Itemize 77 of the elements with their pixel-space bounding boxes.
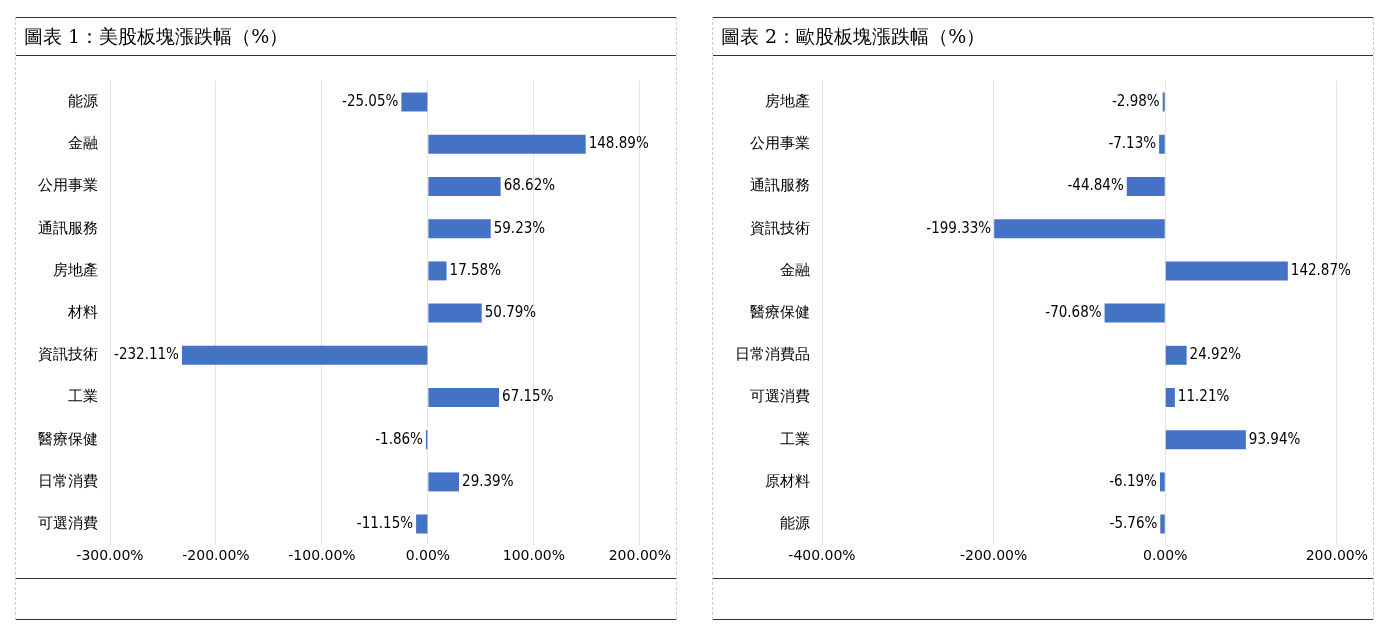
- y-tick-label: 能源: [68, 91, 98, 110]
- bar: [1104, 303, 1165, 323]
- data-label: 17.58%: [449, 260, 502, 279]
- bar: [428, 388, 500, 407]
- data-label: 29.39%: [462, 471, 514, 490]
- data-label: 24.92%: [1189, 345, 1242, 364]
- chart-title: 圖表 2：歐股板塊漲跌幅（%）: [713, 17, 1373, 56]
- y-tick-label: 房地產: [53, 260, 98, 279]
- bar: [428, 177, 501, 196]
- data-label: -6.19%: [1109, 471, 1158, 490]
- x-tick-label: -200.00%: [182, 547, 250, 564]
- data-label: -199.33%: [926, 218, 992, 237]
- chart-title: 圖表 1：美股板塊漲跌幅（%）: [16, 17, 676, 56]
- bar: [1126, 177, 1165, 196]
- data-label: -2.98%: [1111, 91, 1160, 110]
- data-label: 93.94%: [1248, 429, 1301, 448]
- x-tick-label: 200.00%: [1305, 547, 1368, 564]
- y-tick-label: 工業: [68, 387, 98, 406]
- data-label: 50.79%: [484, 302, 537, 321]
- y-tick-label: 資訊技術: [750, 218, 810, 237]
- y-tick-label: 通訊服務: [750, 176, 810, 195]
- y-tick-label: 公用事業: [38, 176, 98, 195]
- y-tick-label: 房地產: [765, 91, 810, 110]
- bar: [401, 92, 428, 112]
- x-tick-label: 0.00%: [405, 547, 451, 564]
- x-tick-label: 200.00%: [608, 547, 671, 564]
- bar: [416, 514, 428, 534]
- data-label: -232.11%: [114, 345, 180, 364]
- data-label: 68.62%: [503, 176, 556, 195]
- y-tick-label: 可選消費: [750, 387, 810, 406]
- x-tick-label: -300.00%: [76, 547, 144, 564]
- bar: [1165, 345, 1187, 365]
- data-label: 142.87%: [1290, 260, 1352, 279]
- bar: [994, 219, 1165, 239]
- y-tick-label: 醫療保健: [38, 429, 98, 448]
- y-tick-label: 醫療保健: [750, 302, 810, 321]
- y-tick-label: 資訊技術: [38, 345, 98, 364]
- x-tick-label: 0.00%: [1142, 547, 1188, 564]
- y-tick-label: 原材料: [765, 471, 810, 490]
- data-label: -7.13%: [1108, 134, 1157, 153]
- y-tick-label: 可選消費: [38, 513, 98, 532]
- bar: [1165, 430, 1246, 450]
- data-label: 67.15%: [502, 387, 554, 406]
- y-tick-label: 工業: [780, 429, 810, 448]
- y-tick-label: 金融: [780, 260, 810, 279]
- bar: [181, 345, 428, 365]
- bar: [1165, 261, 1288, 281]
- data-label: -44.84%: [1067, 176, 1124, 195]
- bar: [1159, 472, 1165, 492]
- bar: [1160, 514, 1165, 534]
- data-label: -25.05%: [342, 91, 399, 110]
- bar: [428, 261, 447, 281]
- bar: [1165, 388, 1175, 407]
- data-label: 59.23%: [493, 218, 546, 237]
- bar: [1162, 92, 1165, 112]
- y-tick-label: 日常消費品: [735, 345, 810, 364]
- data-label: -70.68%: [1045, 302, 1102, 321]
- data-label: 148.89%: [588, 134, 649, 153]
- y-tick-label: 能源: [780, 513, 810, 532]
- x-tick-label: -400.00%: [788, 547, 856, 564]
- bar: [428, 303, 482, 323]
- bar: [428, 472, 460, 492]
- bar: [1159, 134, 1165, 154]
- bar: [428, 219, 491, 239]
- y-tick-label: 日常消費: [38, 471, 98, 490]
- y-tick-label: 通訊服務: [38, 218, 98, 237]
- bar: [428, 134, 586, 154]
- y-tick-label: 金融: [68, 134, 98, 153]
- data-label: -1.86%: [375, 429, 424, 448]
- x-tick-label: -200.00%: [959, 547, 1028, 564]
- y-tick-label: 公用事業: [750, 134, 810, 153]
- x-tick-label: -100.00%: [288, 547, 356, 564]
- data-label: -5.76%: [1109, 513, 1158, 532]
- data-label: -11.15%: [356, 513, 414, 532]
- y-tick-label: 材料: [67, 302, 98, 321]
- x-tick-label: 100.00%: [502, 547, 566, 564]
- data-label: 11.21%: [1177, 387, 1230, 406]
